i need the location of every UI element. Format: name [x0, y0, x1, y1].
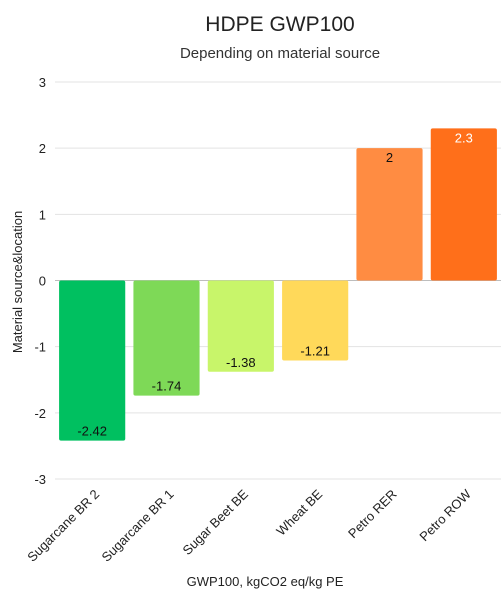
y-tick-label: 3 — [39, 75, 46, 90]
y-tick-label: -1 — [34, 340, 46, 355]
bar — [430, 128, 497, 281]
y-tick-label: 1 — [39, 207, 46, 222]
y-axis-title: Material source&location — [10, 211, 25, 353]
bar — [282, 280, 349, 361]
data-label: 2 — [386, 150, 393, 165]
y-tick-label: -3 — [34, 472, 46, 487]
data-label-layer: -2.42 -1.74 -1.38 -1.21 2 2.3 — [77, 130, 473, 438]
x-tick-label: Sugar Beet BE — [180, 486, 252, 558]
y-tick-label: -2 — [34, 406, 46, 421]
bar — [356, 148, 423, 281]
data-label: -1.74 — [152, 379, 182, 394]
x-tick-label: Petro RER — [345, 487, 400, 542]
y-tick-labels: 3 2 1 0 -1 -2 -3 — [34, 75, 46, 487]
y-tick-label: 2 — [39, 141, 46, 156]
x-tick-label: Sugarcane BR 2 — [24, 487, 102, 565]
x-tick-label: Wheat BE — [273, 486, 325, 538]
chart-subtitle: Depending on material source — [180, 45, 380, 62]
x-tick-label: Sugarcane BR 1 — [99, 487, 177, 565]
data-label: -2.42 — [77, 424, 107, 439]
data-label: -1.21 — [300, 344, 330, 359]
bar — [207, 280, 274, 372]
x-axis-title: GWP100, kgCO2 eq/kg PE — [187, 574, 344, 589]
bar — [59, 280, 126, 441]
data-label: -1.38 — [226, 355, 256, 370]
data-label: 2.3 — [455, 130, 473, 145]
grid-layer — [55, 81, 501, 480]
chart-title: HDPE GWP100 — [205, 13, 354, 36]
bar-layer — [59, 128, 497, 441]
x-tick-label: Petro ROW — [416, 486, 474, 544]
bar — [133, 280, 200, 396]
y-tick-label: 0 — [39, 274, 46, 289]
